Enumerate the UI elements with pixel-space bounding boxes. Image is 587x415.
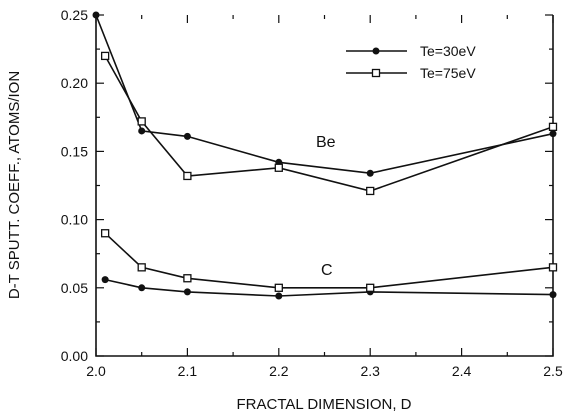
series-line (104, 232, 554, 289)
data-point (138, 127, 146, 135)
series-line (95, 14, 554, 175)
ticks: 2.0 2.1 2.2 2.3 2.4 2.5 0.00 0.05 0.10 0.15 0.20 0.… (61, 7, 563, 379)
x-tick-label: 2.4 (452, 363, 472, 379)
series-line (104, 55, 554, 192)
axes (95, 15, 554, 357)
data-point (549, 291, 557, 299)
data-point (275, 292, 283, 300)
data-point (101, 276, 109, 284)
data-point (274, 283, 283, 292)
series-be-30ev (92, 11, 557, 177)
series-line (104, 278, 554, 297)
data-point (548, 263, 558, 272)
data-point (183, 274, 192, 283)
data-point (138, 284, 146, 292)
legend-marker-open-square (371, 68, 381, 78)
y-tick-label: 0.25 (61, 7, 88, 23)
y-tick-label: 0.20 (61, 75, 88, 91)
data-point (548, 122, 558, 131)
y-tick-label: 0.15 (61, 143, 88, 159)
legend-label-30ev: Te=30eV (420, 43, 476, 59)
series-layer (92, 11, 558, 300)
legend: Te=30eV Te=75eV (346, 43, 476, 81)
data-point (183, 171, 192, 181)
x-tick-label: 2.5 (543, 363, 563, 379)
data-point (366, 169, 374, 177)
plot-frame (95, 15, 554, 357)
y-axis-title: D-T SPUTT. COEFF., ATOMS/ION (6, 71, 23, 299)
data-point (549, 130, 557, 138)
data-point (137, 117, 146, 126)
annotation-c: C (321, 262, 333, 279)
x-tick-label: 2.0 (86, 363, 106, 379)
data-point (274, 163, 283, 172)
y-tick-label: 0.00 (61, 348, 88, 364)
annotation-be: Be (316, 134, 336, 151)
data-point (183, 132, 191, 140)
legend-marker-filled-circle (372, 47, 380, 55)
legend-label-75ev: Te=75eV (420, 65, 476, 81)
series-be-75ev (100, 51, 558, 196)
x-axis-title: FRACTAL DIMENSION, D (236, 396, 411, 413)
x-tick-label: 2.1 (178, 363, 198, 379)
x-tick-label: 2.3 (360, 363, 380, 379)
series-c-30ev (101, 276, 557, 300)
data-point (183, 288, 191, 296)
data-point (100, 51, 110, 61)
series-c-75ev (100, 229, 558, 292)
data-point (366, 186, 375, 196)
data-point (100, 229, 110, 238)
data-point (92, 11, 100, 19)
y-tick-label: 0.05 (61, 280, 88, 296)
data-point (366, 283, 375, 292)
x-tick-label: 2.2 (269, 363, 289, 379)
y-tick-label: 0.10 (61, 212, 88, 228)
data-point (137, 263, 146, 272)
